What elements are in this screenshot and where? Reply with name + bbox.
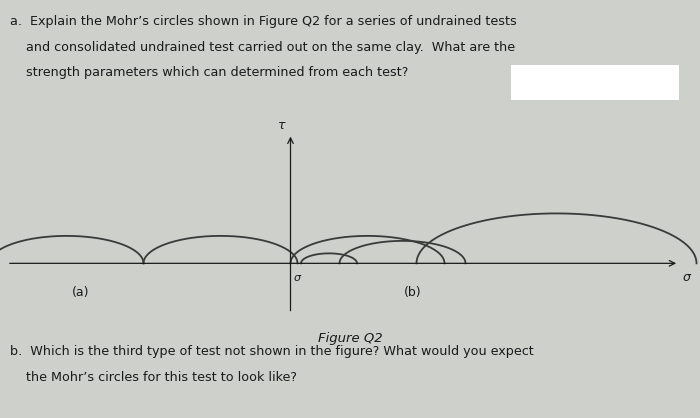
Text: (b): (b) <box>404 286 422 299</box>
Text: σ: σ <box>682 271 690 284</box>
Text: (a): (a) <box>71 286 90 299</box>
Text: Figure Q2: Figure Q2 <box>318 332 382 345</box>
Text: τ: τ <box>278 119 286 132</box>
Text: b.  Which is the third type of test not shown in the figure? What would you expe: b. Which is the third type of test not s… <box>10 345 534 358</box>
Text: strength parameters which can determined from each test?: strength parameters which can determined… <box>10 66 409 79</box>
Text: the Mohr’s circles for this test to look like?: the Mohr’s circles for this test to look… <box>10 371 298 384</box>
Text: and consolidated undrained test carried out on the same clay.  What are the: and consolidated undrained test carried … <box>10 41 516 54</box>
Text: a.  Explain the Mohr’s circles shown in Figure Q2 for a series of undrained test: a. Explain the Mohr’s circles shown in F… <box>10 15 517 28</box>
FancyBboxPatch shape <box>511 65 679 100</box>
Text: σ: σ <box>294 273 301 283</box>
